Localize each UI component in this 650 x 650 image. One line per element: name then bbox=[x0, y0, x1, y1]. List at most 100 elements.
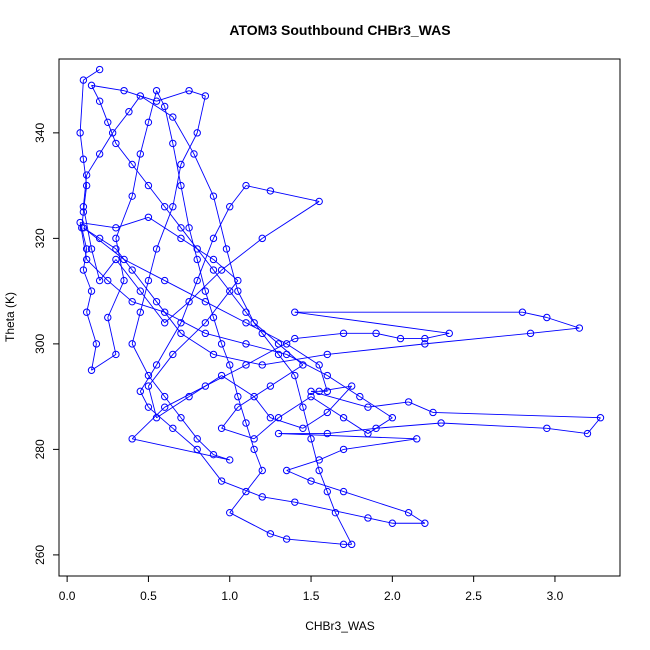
data-point bbox=[76, 218, 84, 227]
data-point bbox=[144, 213, 153, 221]
data-point bbox=[177, 329, 185, 338]
data-point bbox=[226, 287, 234, 295]
data-point bbox=[217, 424, 226, 432]
data-point bbox=[95, 65, 104, 74]
series-segment bbox=[123, 259, 165, 281]
series-segment bbox=[196, 449, 222, 482]
series-segment bbox=[147, 90, 158, 123]
series-segment bbox=[546, 317, 580, 329]
series-segment bbox=[424, 332, 450, 340]
data-point bbox=[242, 319, 250, 327]
data-point bbox=[136, 287, 145, 295]
data-point bbox=[388, 414, 397, 422]
data-point bbox=[87, 245, 96, 253]
data-point bbox=[104, 118, 112, 127]
series-segment bbox=[82, 269, 92, 292]
data-point bbox=[364, 429, 372, 438]
data-point bbox=[217, 371, 226, 380]
data-point bbox=[315, 456, 323, 464]
data-point bbox=[177, 224, 185, 232]
data-point bbox=[209, 234, 218, 243]
data-point bbox=[404, 398, 413, 406]
series-segment bbox=[310, 396, 344, 419]
data-point bbox=[222, 245, 231, 253]
series-segment bbox=[148, 406, 174, 429]
data-point bbox=[217, 340, 226, 348]
series-segment bbox=[172, 116, 195, 155]
data-point bbox=[144, 181, 153, 190]
data-point bbox=[266, 187, 275, 195]
series-segment bbox=[270, 190, 320, 202]
data-point bbox=[445, 329, 453, 338]
data-point bbox=[160, 308, 169, 316]
series-segment bbox=[196, 238, 214, 281]
x-tick-label: 3.0 bbox=[547, 589, 564, 603]
data-point bbox=[299, 424, 307, 432]
data-point bbox=[152, 86, 161, 95]
series-segment bbox=[318, 364, 328, 392]
series-segment bbox=[172, 322, 206, 355]
data-point bbox=[543, 313, 551, 322]
data-point bbox=[79, 76, 88, 84]
data-point bbox=[282, 535, 291, 543]
data-point bbox=[526, 329, 535, 338]
data-point bbox=[160, 392, 169, 401]
data-point bbox=[169, 350, 177, 359]
data-point bbox=[242, 361, 250, 369]
data-point bbox=[76, 129, 84, 137]
data-point bbox=[152, 297, 161, 306]
data-point bbox=[104, 313, 112, 322]
data-point bbox=[323, 387, 332, 396]
data-point bbox=[242, 419, 250, 427]
series-segment bbox=[245, 343, 287, 355]
series-segment bbox=[286, 470, 312, 482]
data-point bbox=[193, 129, 201, 137]
series-segment bbox=[286, 538, 344, 545]
series-segment bbox=[213, 353, 263, 366]
data-point bbox=[258, 466, 266, 475]
data-point bbox=[250, 435, 258, 443]
series-segment bbox=[91, 85, 101, 102]
data-point bbox=[104, 276, 112, 285]
x-tick-label: 2.5 bbox=[465, 589, 482, 603]
series-segment bbox=[148, 185, 166, 207]
series-segment bbox=[86, 153, 101, 176]
y-tick-label: 300 bbox=[33, 334, 47, 354]
data-point bbox=[274, 340, 283, 348]
series-segment bbox=[343, 491, 409, 514]
x-tick-label: 2.0 bbox=[384, 589, 401, 603]
series-segment bbox=[278, 396, 312, 419]
series-segment bbox=[131, 153, 141, 197]
series-segment bbox=[253, 449, 263, 471]
data-point bbox=[120, 86, 128, 95]
data-point bbox=[242, 308, 250, 316]
data-point bbox=[242, 181, 250, 190]
series-segment bbox=[253, 396, 271, 419]
series-segment bbox=[310, 438, 320, 471]
data-point bbox=[160, 276, 169, 285]
data-point bbox=[372, 329, 380, 338]
data-point bbox=[274, 429, 283, 438]
data-point bbox=[372, 424, 380, 432]
data-point bbox=[396, 334, 405, 343]
data-point bbox=[339, 487, 348, 496]
data-point bbox=[79, 208, 88, 216]
x-axis: 0.0 0.5 1.0 1.5 2.0 2.5 3.0 bbox=[59, 575, 564, 603]
series-segment bbox=[326, 385, 353, 413]
series-segment bbox=[262, 496, 295, 503]
series-segment bbox=[86, 259, 109, 281]
data-point bbox=[217, 266, 226, 274]
series-segment bbox=[107, 280, 133, 303]
data-point bbox=[242, 487, 250, 496]
series-segment bbox=[262, 353, 328, 366]
series-segment bbox=[156, 90, 190, 102]
data-point bbox=[177, 234, 185, 243]
series-segment bbox=[229, 491, 247, 513]
data-point bbox=[242, 340, 250, 348]
data-point bbox=[185, 224, 193, 232]
series-segment bbox=[82, 175, 88, 207]
data-point bbox=[144, 403, 153, 411]
series-segment bbox=[237, 396, 247, 424]
series-segment bbox=[148, 375, 166, 397]
data-point bbox=[575, 324, 584, 332]
